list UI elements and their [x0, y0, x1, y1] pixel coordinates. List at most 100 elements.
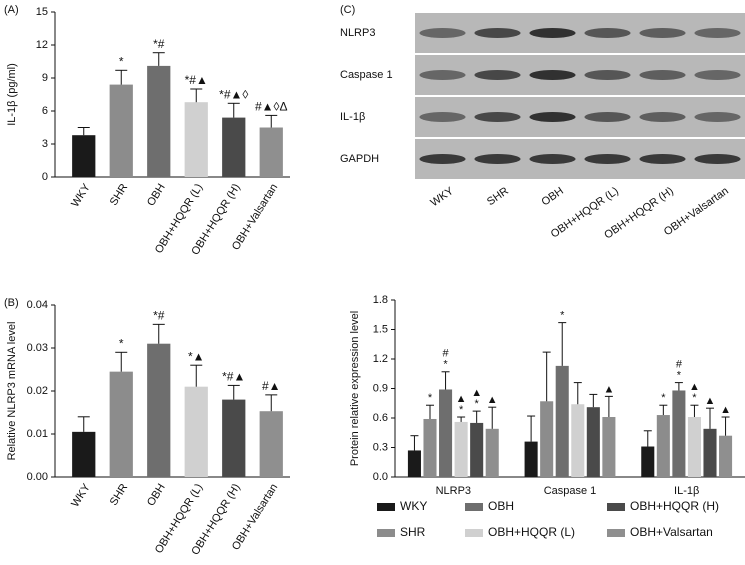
band	[694, 112, 741, 122]
lane-label: SHR	[485, 185, 511, 208]
x-tick-label: NLRP3	[436, 485, 471, 497]
lane-label: WKY	[428, 185, 456, 210]
x-tick-label: IL-1β	[674, 485, 699, 497]
legend-label: SHR	[400, 525, 426, 539]
bar	[407, 450, 421, 477]
significance: *	[677, 370, 682, 382]
significance: ▲	[720, 404, 731, 416]
significance: *#▲◊	[219, 87, 248, 101]
y-tick-label: 12	[36, 39, 48, 51]
y-tick-label: 0.03	[27, 342, 48, 354]
significance: ▲	[705, 395, 716, 407]
y-tick-label: 0.04	[27, 299, 48, 311]
bar	[222, 117, 246, 177]
bar	[524, 441, 538, 477]
band	[419, 70, 466, 80]
bar	[147, 65, 171, 177]
significance: *#▲	[185, 73, 208, 87]
legend-swatch	[607, 529, 625, 537]
significance: *	[459, 404, 464, 416]
band	[639, 112, 686, 122]
y-tick-label: 0.3	[373, 441, 388, 453]
blot-strip	[415, 13, 745, 53]
significance: ▲	[471, 387, 482, 399]
band	[474, 112, 521, 122]
band	[584, 112, 631, 122]
y-tick-label: 3	[42, 138, 48, 150]
y-tick-label: 0.00	[27, 471, 48, 483]
significance: #	[676, 359, 683, 371]
bar	[571, 404, 585, 477]
band	[474, 154, 521, 164]
y-tick-label: 15	[36, 6, 48, 18]
bar	[147, 343, 171, 477]
y-tick-label: 0.9	[373, 382, 388, 394]
band	[529, 154, 576, 164]
band	[694, 70, 741, 80]
bar	[672, 390, 686, 477]
significance: *	[475, 398, 480, 410]
y-axis-title: Protein relative expression level	[349, 311, 361, 466]
y-tick-label: 0.02	[27, 385, 48, 397]
legend-swatch	[377, 529, 395, 537]
legend-label: OBH+Valsartan	[630, 525, 713, 539]
significance: #▲◊Δ	[255, 100, 288, 114]
blot-strip	[415, 97, 745, 137]
legend-swatch	[465, 529, 483, 537]
y-axis-title: Relative NLRP3 mRNA level	[6, 322, 18, 461]
panel-label: (C)	[340, 4, 355, 16]
y-tick-label: 1.5	[373, 323, 388, 335]
significance: *	[560, 310, 565, 322]
bar	[259, 127, 283, 177]
band	[419, 112, 466, 122]
band	[529, 112, 576, 122]
bar	[687, 417, 701, 477]
significance: *	[661, 392, 666, 404]
band	[694, 154, 741, 164]
bar	[184, 386, 208, 477]
bar	[72, 431, 96, 477]
significance: *	[692, 392, 697, 404]
legend-label: WKY	[400, 499, 427, 513]
lane-label: OBH	[539, 185, 565, 209]
significance: ▲	[487, 394, 498, 406]
band	[474, 28, 521, 38]
legend-label: OBH	[488, 499, 514, 513]
legend-swatch	[377, 503, 395, 511]
band	[639, 28, 686, 38]
band	[474, 70, 521, 80]
bar	[470, 422, 484, 477]
bar	[439, 389, 453, 477]
band	[584, 28, 631, 38]
significance: *▲	[188, 349, 205, 363]
band	[584, 70, 631, 80]
x-tick-label: SHR	[108, 482, 131, 508]
bar	[602, 417, 616, 477]
significance: ▲	[603, 383, 614, 395]
panel-label: (B)	[4, 297, 19, 309]
x-tick-label: WKY	[69, 481, 93, 509]
blot-strip	[415, 139, 745, 179]
significance: ▲	[689, 381, 700, 393]
panel-label: (A)	[4, 4, 19, 16]
band	[529, 70, 576, 80]
bar	[586, 407, 600, 477]
band	[419, 154, 466, 164]
band-label: IL-1β	[340, 111, 365, 123]
significance: *#▲	[222, 370, 245, 384]
significance: *	[443, 359, 448, 371]
x-tick-label: OBH	[145, 182, 168, 209]
blot-strip	[415, 55, 745, 95]
significance: *	[119, 336, 124, 350]
significance: *#	[153, 309, 165, 323]
significance: *	[119, 54, 124, 68]
x-tick-label: OBH	[145, 482, 168, 509]
significance: ▲	[456, 393, 467, 405]
band	[639, 70, 686, 80]
band-label: GAPDH	[340, 153, 379, 165]
y-tick-label: 9	[42, 72, 48, 84]
bar	[109, 371, 133, 477]
band-label: NLRP3	[340, 27, 375, 39]
bar	[485, 428, 499, 477]
